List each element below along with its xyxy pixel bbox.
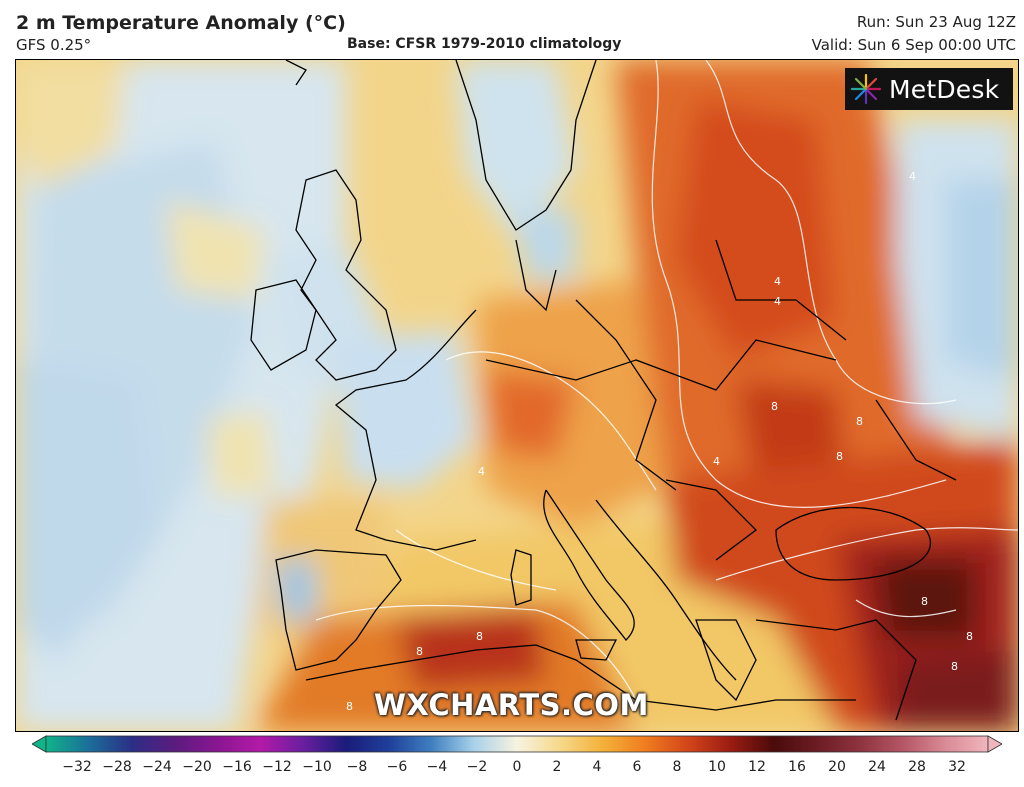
colorbar-tick-label: 4 [592,759,602,775]
chart-title: 2 m Temperature Anomaly (°C) [16,12,346,34]
contour-label: 4 [713,455,720,468]
anomaly-map[interactable]: 4 4 4 4 4 8 8 8 8 8 8 8 8 8 [15,59,1019,732]
colorbar-gradient [45,735,989,753]
valid-time-label: Valid: Sun 6 Sep 00:00 UTC [811,36,1016,54]
contour-label: 8 [951,660,958,673]
contour-value-labels: 4 4 4 4 4 8 8 8 8 8 8 8 8 8 [346,170,973,713]
colorbar-tick-label: −8 [346,759,368,775]
contour-label: 8 [346,700,353,713]
colorbar-tick-label: −32 [62,759,92,775]
contour-label: 4 [774,275,781,288]
contour-label: 8 [856,415,863,428]
colorbar-tick-label: −16 [222,759,252,775]
contour-label: 4 [478,465,485,478]
colorbar-tick-label: 10 [708,759,726,775]
colorbar-tick-label: 20 [828,759,846,775]
contour-label: 8 [836,450,843,463]
watermark: WXCHARTS.COM [374,688,649,722]
colorbar-tick-label: 28 [908,759,926,775]
colorbar-tick-label: −10 [302,759,332,775]
contour-lines [315,60,1018,701]
starburst-logo-icon [850,73,882,105]
metdesk-logo: MetDesk [845,68,1013,110]
colorbar-tick-label: 12 [748,759,766,775]
colorbar-tick-label: −2 [466,759,488,775]
contour-label: 4 [909,170,916,183]
colorbar-tick-label: 0 [512,759,522,775]
run-time-label: Run: Sun 23 Aug 12Z [856,13,1016,31]
model-label: GFS 0.25° [16,36,92,54]
colorbar-tick-label: 8 [672,759,682,775]
colorbar-tick-label: −12 [262,759,292,775]
colorbar-tick-label: 32 [948,759,966,775]
colorbar-tick-label: 24 [868,759,886,775]
contour-label: 8 [476,630,483,643]
colorbar-tick-label: −20 [182,759,212,775]
contour-label: 8 [921,595,928,608]
colorbar-tick-label: −4 [426,759,448,775]
colorbar-tick-label: −6 [386,759,408,775]
contour-label: 8 [771,400,778,413]
coastlines [250,60,957,721]
colorbar [32,735,1002,753]
contour-label: 8 [966,630,973,643]
contour-label: 4 [774,295,781,308]
colorbar-max-arrow [987,735,1002,753]
colorbar-tick-label: 2 [552,759,562,775]
logo-text: MetDesk [889,74,1000,104]
colorbar-tick-label: 6 [632,759,642,775]
climatology-base-label: Base: CFSR 1979-2010 climatology [347,36,622,52]
colorbar-tick-label: −28 [102,759,132,775]
contour-label: 8 [416,645,423,658]
anomaly-field [16,60,1018,731]
map-canvas: 4 4 4 4 4 8 8 8 8 8 8 8 8 8 [16,60,1018,731]
colorbar-tick-label: 16 [788,759,806,775]
colorbar-min-arrow [32,735,47,753]
colorbar-tick-label: −24 [142,759,172,775]
